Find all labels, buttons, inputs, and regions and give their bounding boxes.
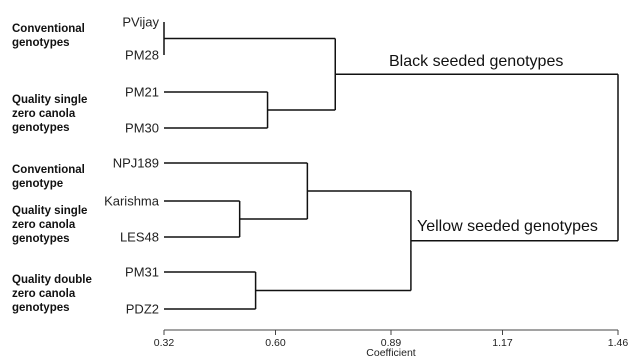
x-axis: 0.32 0.60 0.89 1.17 1.46 Coefficient bbox=[154, 329, 628, 359]
x-tick-label: 0.32 bbox=[154, 337, 175, 349]
group-label-quality-double: Quality double zero canola genotypes bbox=[12, 274, 92, 314]
x-tick-label: 0.60 bbox=[265, 337, 286, 349]
leaf-label-pm31: PM31 bbox=[125, 265, 159, 280]
leaf-label-pm21: PM21 bbox=[125, 85, 159, 100]
leaf-label-karishma: Karishma bbox=[104, 194, 160, 209]
x-axis-title: Coefficient bbox=[366, 347, 416, 359]
leaf-label-pvijay: PVijay bbox=[122, 15, 159, 30]
x-tick-label: 1.46 bbox=[608, 337, 628, 349]
leaf-label-pm30: PM30 bbox=[125, 121, 159, 136]
leaf-label-pm28: PM28 bbox=[125, 48, 159, 63]
group-label-conventional-2: Conventional genotype bbox=[12, 164, 85, 190]
leaf-labels: PVijay PM28 PM21 PM30 NPJ189 Karishma LES48 PM3… bbox=[104, 15, 160, 317]
x-tick-label: 1.17 bbox=[492, 337, 513, 349]
annotation-yellow-seeded: Yellow seeded genotypes bbox=[417, 218, 598, 235]
group-label-quality-single-1: Quality single zero canola genotypes bbox=[12, 94, 88, 134]
leaf-label-les48: LES48 bbox=[120, 230, 159, 245]
x-tick-label: 0.89 bbox=[381, 337, 402, 349]
group-label-quality-single-2: Quality single zero canola genotypes bbox=[12, 205, 88, 245]
dendrogram-links bbox=[163, 22, 619, 310]
annotation-black-seeded: Black seeded genotypes bbox=[389, 53, 563, 70]
leaf-label-pdz2: PDZ2 bbox=[126, 302, 159, 317]
leaf-label-npj189: NPJ189 bbox=[113, 156, 159, 171]
group-label-conventional-1: Conventional genotypes bbox=[12, 23, 85, 49]
